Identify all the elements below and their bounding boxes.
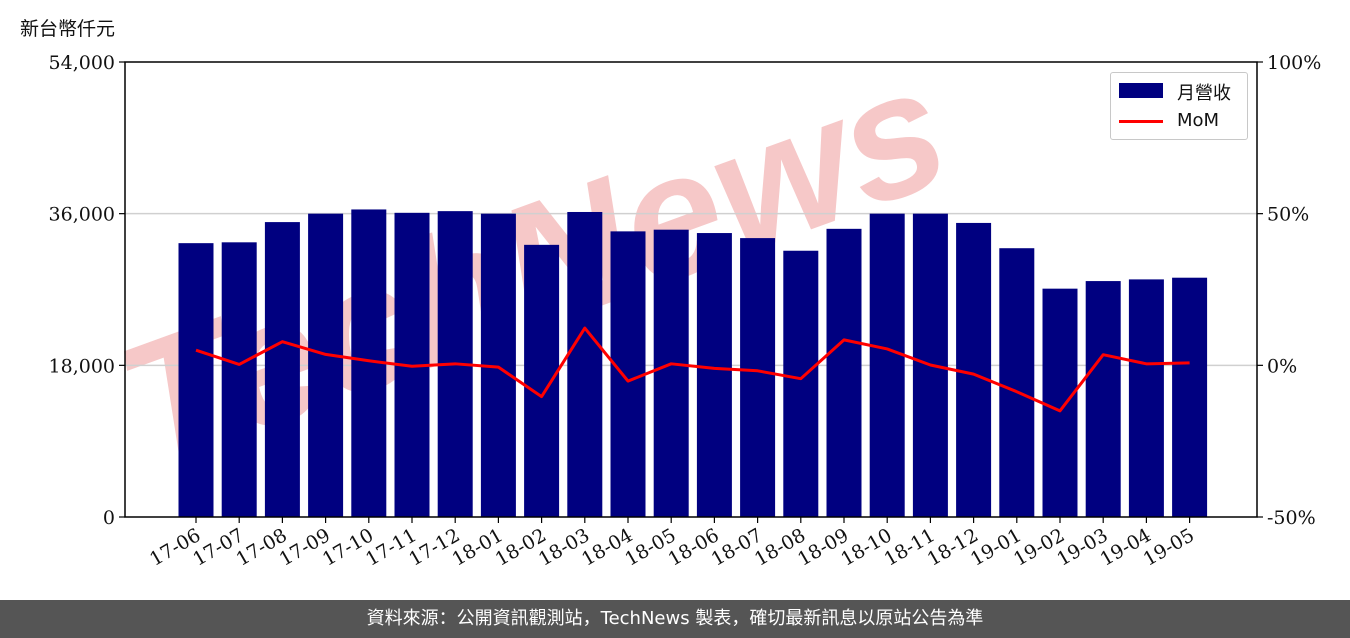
bar-18-09 (826, 228, 862, 518)
mom-line (195, 326, 1190, 413)
y-left-tick-label: 18,000 (49, 355, 115, 377)
bar-18-02 (524, 244, 560, 517)
bar-18-03 (567, 211, 603, 517)
legend-item-mom: MoM (1111, 107, 1247, 135)
y-right-tick-label: 0% (1267, 355, 1297, 377)
bar-17-09 (308, 213, 344, 517)
x-tick-label-19-05: 19-05 (1140, 524, 1198, 570)
bar-17-06 (178, 243, 214, 517)
bar-series (178, 209, 1208, 518)
bar-18-06 (696, 233, 732, 517)
legend-bar-swatch (1119, 83, 1163, 98)
chart-area: TechNews 018,00036,00054,000-50%0%50%100… (49, 29, 1322, 571)
y-left-tick-label: 36,000 (49, 204, 115, 226)
bar-18-07 (740, 238, 776, 517)
mom-line-series (195, 326, 1190, 413)
source-footer: 資料來源：公開資訊觀測站，TechNews 製表，確切最新訊息以原站公告為準 (0, 600, 1350, 638)
bar-19-03 (1085, 281, 1121, 517)
bar-17-08 (264, 222, 300, 517)
plot-frame (124, 61, 1258, 518)
y-left-tick-label: 54,000 (49, 52, 115, 74)
legend-label-revenue: 月營收 (1177, 83, 1231, 104)
bar-18-04 (610, 231, 646, 517)
bar-19-05 (1172, 277, 1208, 517)
bar-19-01 (999, 248, 1035, 518)
y-right-tick-label: 100% (1267, 52, 1321, 74)
legend-line-swatch (1119, 120, 1163, 123)
bar-18-05 (653, 229, 689, 518)
bar-19-04 (1128, 279, 1164, 517)
chart-legend: 月營收 MoM (1110, 72, 1248, 140)
y-left-tick-label: 0 (103, 507, 115, 529)
legend-item-revenue: 月營收 (1111, 76, 1247, 104)
y-right-tick-label: 50% (1267, 204, 1309, 226)
bar-17-07 (221, 242, 257, 517)
y-axis-unit-label: 新台幣仟元 (20, 18, 116, 40)
bar-19-02 (1042, 288, 1078, 517)
bar-18-08 (783, 250, 819, 518)
bar-18-12 (956, 222, 992, 517)
y-right-tick-label: -50% (1267, 507, 1316, 529)
bar-18-10 (869, 213, 905, 517)
legend-label-mom: MoM (1177, 110, 1220, 131)
